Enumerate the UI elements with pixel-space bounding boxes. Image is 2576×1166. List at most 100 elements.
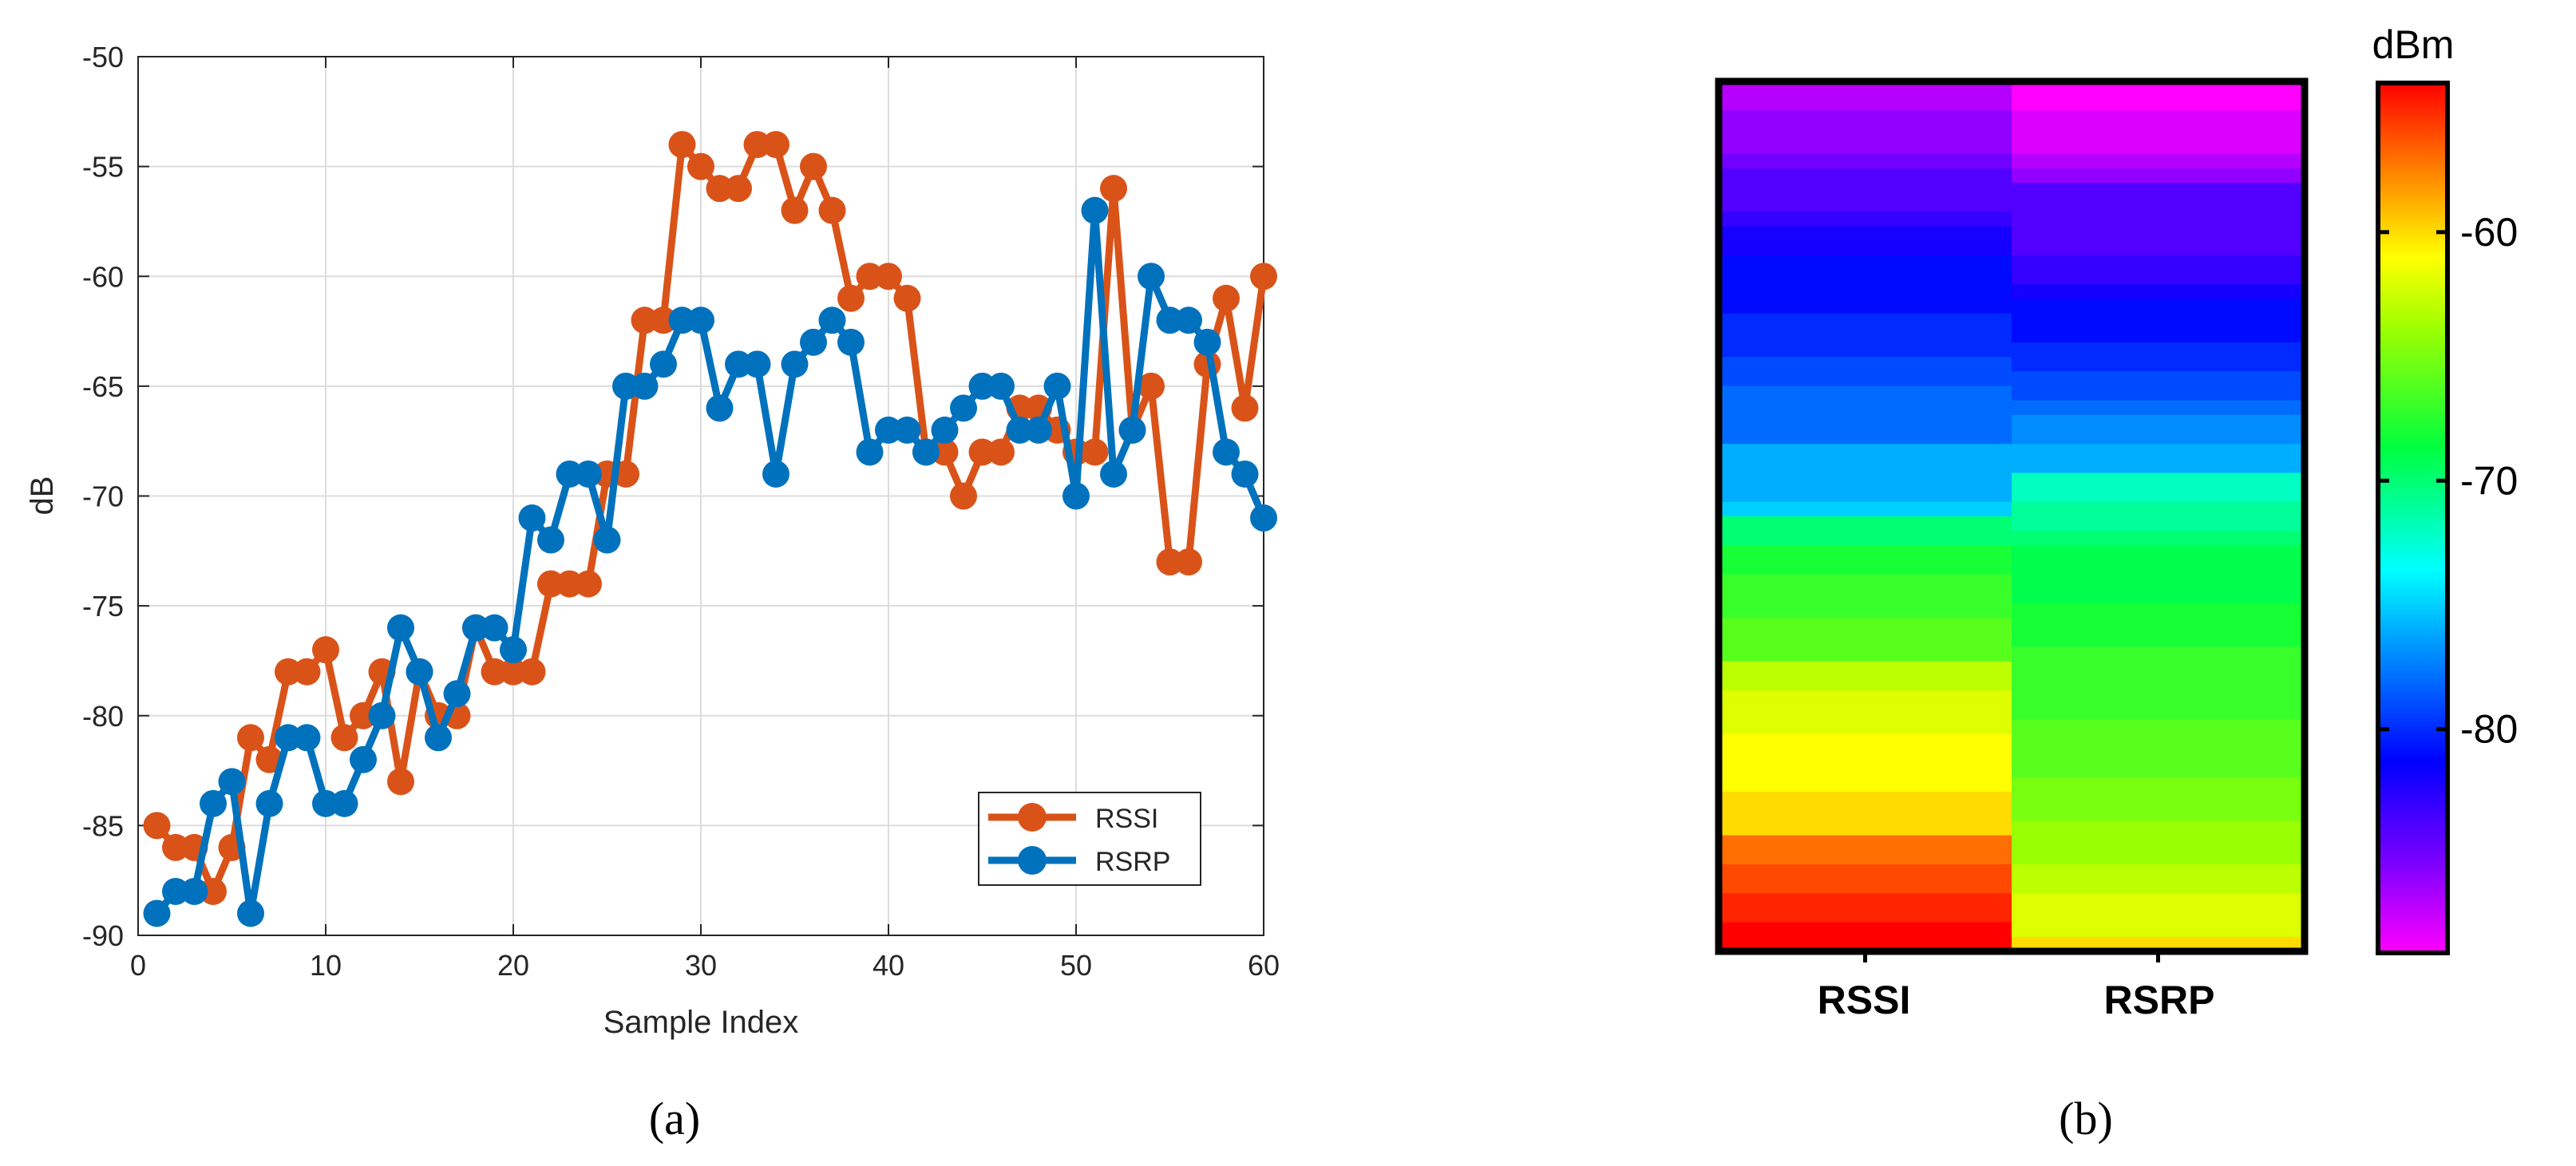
- heatmap-cell-rsrp: [2012, 313, 2305, 329]
- data-point-rssi: [1156, 548, 1184, 576]
- heatmap-cell-rsrp: [2012, 501, 2305, 517]
- data-point-rssi: [293, 658, 321, 686]
- data-point-rsrp: [725, 350, 752, 378]
- series-rsrp: [143, 196, 1277, 927]
- heatmap-cell-rsrp: [2012, 211, 2305, 227]
- heatmap-cell-rssi: [1719, 327, 2012, 343]
- panel-b-caption: (b): [2059, 1093, 2113, 1144]
- heatmap-column-ticks: [1863, 951, 2160, 962]
- data-point-rssi: [706, 175, 734, 203]
- heatmap-cell-rssi: [1719, 748, 2012, 764]
- heatmap-cell-rsrp: [2012, 458, 2305, 474]
- data-point-rsrp: [200, 789, 227, 817]
- legend-box: [978, 792, 1201, 886]
- heatmap-cell-rssi: [1719, 313, 2012, 329]
- data-point-rsrp: [537, 526, 564, 554]
- heatmap-cell-rsrp: [2012, 270, 2305, 285]
- heatmap-cell-rsrp: [2012, 719, 2305, 735]
- data-point-rssi: [500, 658, 527, 686]
- data-point-rsrp: [218, 768, 246, 796]
- heatmap-cell-rssi: [1719, 342, 2012, 358]
- heatmap-cell-rsrp: [2012, 893, 2305, 909]
- data-point-rsrp: [1156, 306, 1184, 334]
- heatmap-cell-rssi: [1719, 211, 2012, 227]
- data-point-rssi: [762, 131, 789, 159]
- data-point-rssi: [1175, 548, 1202, 576]
- data-point-rsrp: [1025, 416, 1052, 444]
- heatmap-cell-rsrp: [2012, 618, 2305, 633]
- legend-rssi-marker: [1018, 803, 1047, 832]
- data-point-rsrp: [612, 372, 639, 400]
- heatmap-cells: [1719, 81, 2305, 952]
- data-point-rsrp: [575, 460, 602, 488]
- data-point-rssi: [950, 482, 977, 510]
- heatmap-cell-rsrp: [2012, 429, 2305, 445]
- heatmap-cell-rsrp: [2012, 226, 2305, 242]
- data-point-rsrp: [330, 789, 358, 817]
- heatmap-cell-rssi: [1719, 472, 2012, 488]
- heatmap-cell-rssi: [1719, 284, 2012, 300]
- heatmap-cell-rsrp: [2012, 255, 2305, 271]
- heatmap-cell-rsrp: [2012, 545, 2305, 561]
- heatmap-cell-rsrp: [2012, 385, 2305, 401]
- plot-frame: [137, 56, 1264, 936]
- data-point-rsrp: [406, 658, 433, 686]
- data-point-rssi: [837, 284, 865, 312]
- heatmap-cell-rssi: [1719, 632, 2012, 648]
- y-tick-label: -90: [82, 919, 124, 952]
- data-point-rssi: [1138, 372, 1165, 400]
- data-point-rssi: [162, 833, 189, 861]
- data-point-rsrp: [593, 526, 621, 554]
- x-tick-label: 50: [1060, 949, 1092, 982]
- heatmap-cell-rssi: [1719, 516, 2012, 532]
- heatmap-column-label-rsrp: RSRP: [2104, 978, 2215, 1022]
- heatmap-cell-rsrp: [2012, 168, 2305, 184]
- heatmap-cell-rssi: [1719, 675, 2012, 691]
- data-point-rsrp: [1100, 460, 1127, 488]
- x-tick-label: 20: [497, 949, 529, 982]
- data-point-rsrp: [368, 702, 396, 729]
- y-tick-label: -65: [82, 370, 124, 403]
- colorbar-label: dBm: [2372, 22, 2455, 67]
- heatmap-cell-rsrp: [2012, 632, 2305, 648]
- data-point-rsrp: [800, 328, 827, 356]
- data-point-rssi: [481, 658, 508, 686]
- data-point-rsrp: [387, 614, 414, 642]
- heatmap-cell-rssi: [1719, 661, 2012, 677]
- heatmap-cell-rssi: [1719, 777, 2012, 792]
- heatmap-cell-rsrp: [2012, 531, 2305, 546]
- data-point-rssi: [987, 438, 1015, 466]
- data-point-rssi: [893, 284, 921, 312]
- y-tick-label: -80: [82, 700, 124, 733]
- data-point-rssi: [1250, 263, 1277, 291]
- data-point-rsrp: [162, 877, 189, 905]
- data-point-rsrp: [1062, 482, 1090, 510]
- heatmap-cell-rssi: [1719, 240, 2012, 256]
- heatmap-cell-rssi: [1719, 820, 2012, 836]
- heatmap-cell-rssi: [1719, 646, 2012, 662]
- heatmap-cell-rsrp: [2012, 96, 2305, 111]
- heatmap-cell-rsrp: [2012, 792, 2305, 807]
- data-point-rssi: [1231, 394, 1259, 422]
- heatmap-cell-rsrp: [2012, 197, 2305, 213]
- data-point-rssi: [275, 658, 302, 686]
- heatmap-cell-rssi: [1719, 849, 2012, 865]
- data-point-rssi: [743, 131, 771, 159]
- heatmap-cell-rsrp: [2012, 559, 2305, 575]
- data-point-rssi: [968, 438, 996, 466]
- colorbar-tick-label: -60: [2460, 210, 2518, 255]
- colorbar-tick-label: -70: [2460, 458, 2518, 503]
- heatmap-cell-rsrp: [2012, 748, 2305, 764]
- heatmap-cell-rssi: [1719, 879, 2012, 894]
- x-tick-labels: 0 10 20 30 40 50 60: [130, 949, 1280, 982]
- data-point-rsrp: [143, 899, 171, 927]
- data-point-rssi: [330, 724, 358, 752]
- data-point-rsrp: [893, 416, 921, 444]
- heatmap-cell-rssi: [1719, 429, 2012, 445]
- data-point-rsrp: [856, 438, 884, 466]
- series-group: [143, 131, 1277, 927]
- data-point-rsrp: [1006, 416, 1034, 444]
- heatmap-cell-rsrp: [2012, 284, 2305, 300]
- data-point-rssi: [1213, 284, 1240, 312]
